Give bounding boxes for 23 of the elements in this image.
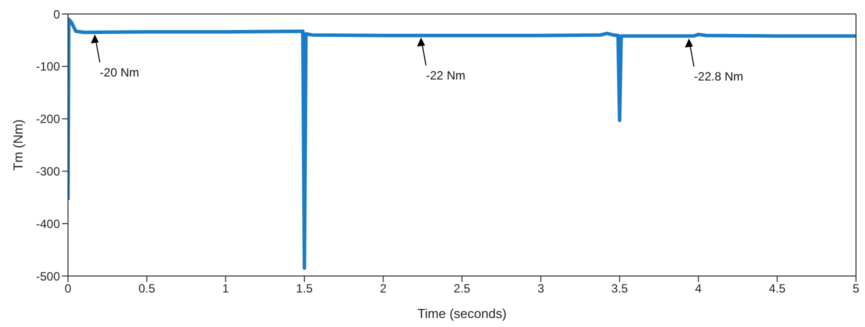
y-tick-label: -200 — [36, 112, 60, 126]
x-tick-label: 5 — [852, 282, 860, 296]
x-axis-title: Time (seconds) — [417, 306, 507, 321]
x-tick-label: 0.5 — [138, 282, 156, 296]
annotation: -22 Nm — [426, 68, 466, 82]
x-tick-label: 2.5 — [454, 282, 471, 296]
y-axis-title: Tm (Nm) — [10, 119, 26, 171]
x-tick-label: 3.5 — [611, 282, 628, 296]
line-series — [68, 17, 856, 270]
y-tick-label: -300 — [36, 164, 60, 178]
x-tick-label: 1.5 — [296, 282, 314, 296]
annotation: -20 Nm — [100, 65, 140, 80]
x-tick-label: 2 — [380, 282, 387, 296]
x-tick-label: 4.5 — [768, 282, 786, 296]
x-tick-label: 1 — [222, 282, 230, 296]
annotation: -22.8 Nm — [694, 70, 744, 84]
y-tick-label: -400 — [36, 216, 60, 231]
y-tick-label: -500 — [36, 269, 60, 284]
x-tick-label: 4 — [695, 282, 702, 296]
y-tick-label: -100 — [36, 60, 60, 74]
x-tick-label: 3 — [537, 282, 544, 296]
y-tick-label: 0 — [53, 7, 60, 22]
x-tick-label: 0 — [64, 282, 72, 296]
